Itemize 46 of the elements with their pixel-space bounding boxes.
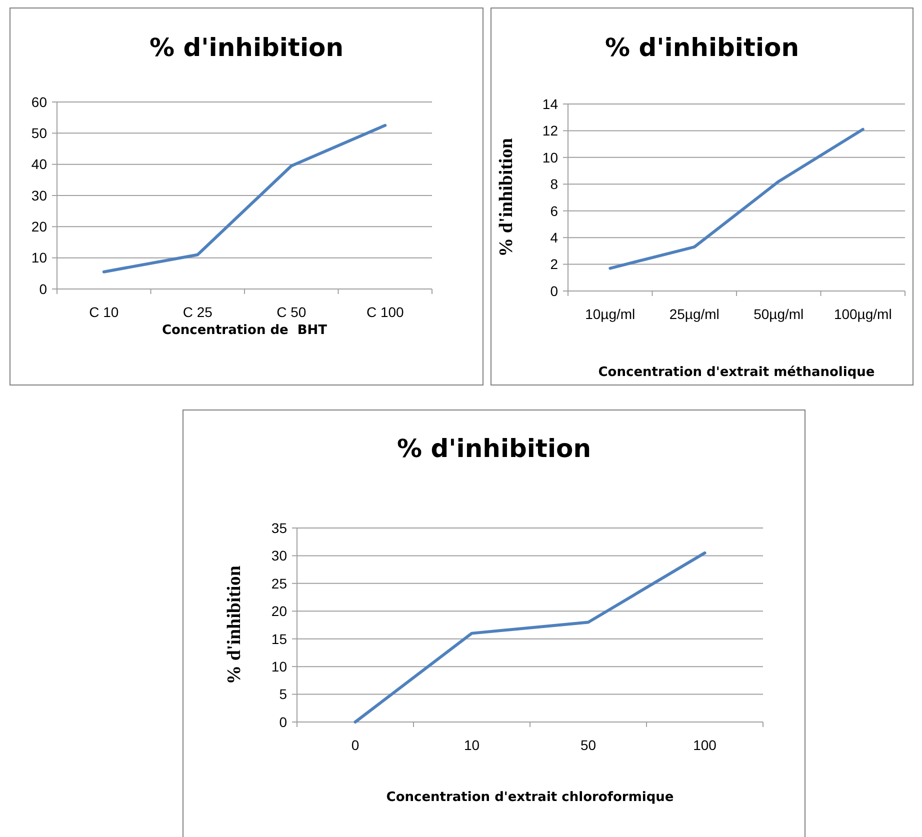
y-tick-label: 30 (31, 187, 48, 204)
y-tick-label: 0 (550, 282, 558, 299)
x-tick-label: C 10 (89, 304, 119, 320)
y-tick-label: 20 (31, 218, 48, 235)
y-tick-label: 4 (550, 229, 558, 246)
y-tick-label: 14 (542, 96, 558, 112)
x-tick-label: 0 (351, 737, 360, 753)
y-tick-label: 35 (271, 520, 288, 536)
y-tick-label: 10 (542, 149, 558, 166)
x-axis-title: Concentration d'extrait chloroformique (386, 790, 674, 805)
x-tick-label: 10µg/ml (585, 306, 636, 322)
y-tick-label: 8 (550, 176, 558, 192)
y-tick-label: 40 (31, 156, 48, 172)
x-tick-label: C 25 (182, 304, 213, 320)
y-tick-label: 0 (39, 280, 48, 297)
chart-title: % d'inhibition (397, 434, 591, 463)
y-tick-label: 6 (550, 202, 558, 219)
y-tick-label: 60 (31, 94, 48, 110)
y-tick-label: 0 (279, 714, 288, 730)
line-series (608, 128, 864, 270)
x-tick-label: 50µg/ml (754, 306, 804, 322)
y-tick-label: 5 (279, 686, 288, 702)
x-tick-label: 25µg/ml (669, 306, 720, 322)
line-series (102, 124, 387, 274)
y-axis-title: % d'inhibition (496, 138, 517, 257)
x-tick-label: 100 (693, 737, 717, 753)
y-tick-label: 15 (271, 630, 288, 647)
y-tick-label: 10 (31, 250, 48, 266)
x-axis-title: Concentration de BHT (162, 323, 328, 338)
chart-title: % d'inhibition (150, 33, 344, 62)
y-tick-label: 2 (550, 256, 558, 272)
y-tick-label: 50 (31, 125, 48, 142)
x-tick-label: 100µg/ml (834, 306, 892, 322)
y-tick-label: 25 (271, 575, 288, 592)
x-tick-label: C 100 (366, 304, 404, 320)
x-tick-label: 50 (580, 737, 596, 753)
x-axis-title: Concentration d'extrait méthanolique (598, 365, 875, 380)
y-tick-label: 20 (271, 603, 288, 620)
chart-title: % d'inhibition (605, 33, 799, 62)
x-tick-label: 10 (464, 737, 480, 753)
y-tick-label: 30 (271, 548, 288, 564)
y-axis-title: % d'inhibition (224, 565, 245, 684)
x-tick-label: C 50 (276, 304, 306, 320)
y-tick-label: 12 (542, 122, 558, 139)
y-tick-label: 10 (271, 658, 288, 674)
line-series (354, 551, 706, 724)
